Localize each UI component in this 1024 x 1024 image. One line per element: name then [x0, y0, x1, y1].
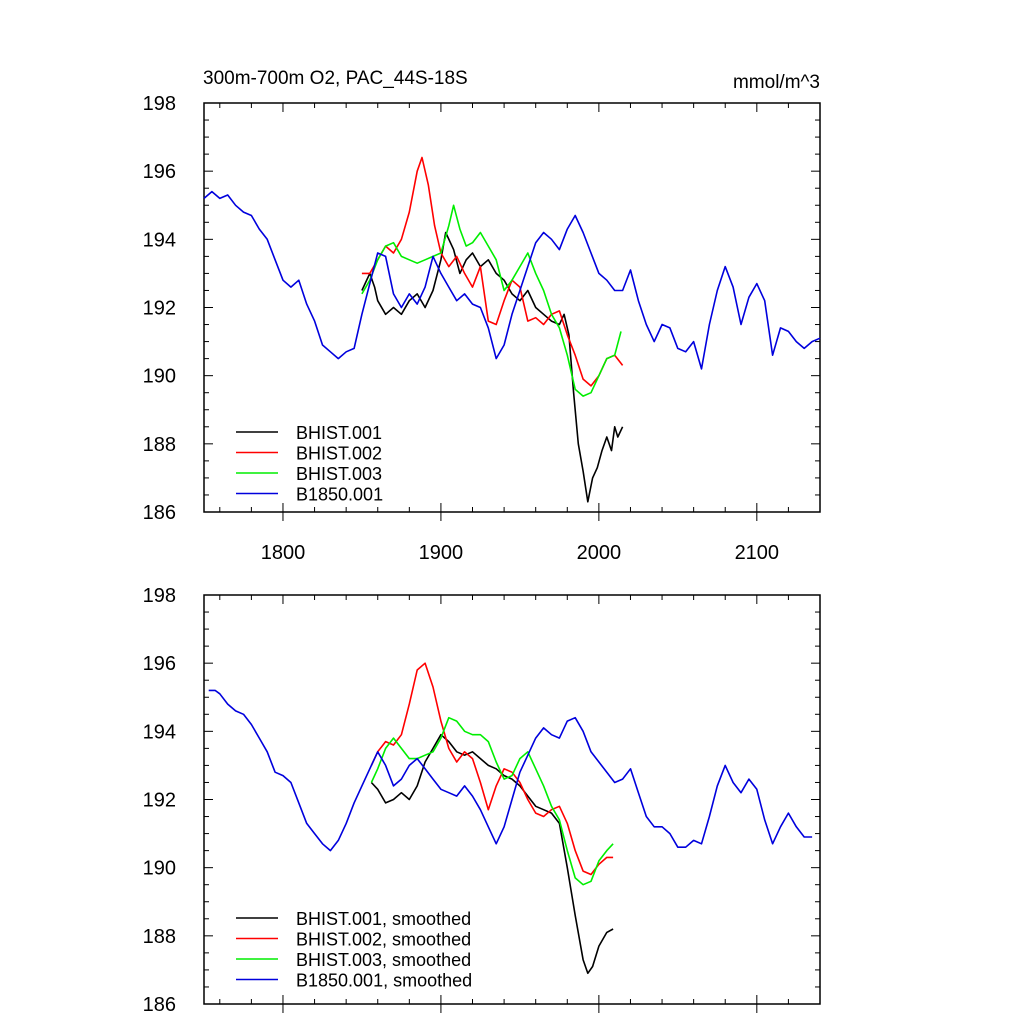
- legend-label: B1850.001, smoothed: [296, 971, 472, 991]
- top-panel: 300m-700m O2, PAC_44S-18S mmol/m^3 18618…: [143, 68, 821, 564]
- y-tick-label: 196: [143, 161, 176, 183]
- series-line: [370, 733, 614, 975]
- units-label: mmol/m^3: [733, 72, 820, 93]
- y-tick-label: 194: [143, 229, 176, 251]
- y-tick-label: 188: [143, 926, 176, 948]
- legend-label: BHIST.002: [296, 444, 382, 464]
- series-line: [361, 204, 622, 397]
- legend-label: BHIST.002, smoothed: [296, 930, 471, 950]
- y-tick-label: 192: [143, 790, 176, 812]
- y-tick-label: 196: [143, 653, 176, 675]
- y-tick-label: 188: [143, 434, 176, 456]
- series-line: [203, 190, 821, 370]
- axis-ticks: 186 188 190 192 194 196 198 1800 1900 2000 2100: [143, 93, 821, 564]
- y-tick-label: 190: [143, 858, 176, 880]
- series-line: [208, 689, 813, 852]
- series-lines: [203, 156, 821, 503]
- y-tick-label: 190: [143, 366, 176, 388]
- series-line: [361, 231, 624, 503]
- legend-label: BHIST.001: [296, 423, 382, 443]
- axis-ticks: 186 188 190 192 194 196 198: [143, 585, 821, 1016]
- x-tick-label: 1900: [419, 542, 464, 564]
- x-tick-label: 2100: [735, 542, 780, 564]
- chart-title: 300m-700m O2, PAC_44S-18S: [203, 68, 468, 89]
- series-lines: [208, 662, 813, 975]
- x-tick-label: 1800: [261, 542, 306, 564]
- series-line: [361, 156, 624, 387]
- legend-label: BHIST.003: [296, 464, 382, 484]
- series-line: [370, 662, 614, 876]
- y-tick-label: 192: [143, 298, 176, 320]
- y-tick-label: 186: [143, 502, 176, 524]
- legend-label: B1850.001: [296, 485, 383, 505]
- y-tick-label: 186: [143, 994, 176, 1016]
- bottom-panel: 186 188 190 192 194 196 198 BHIST.001, smoothe…: [143, 585, 821, 1016]
- legend-label: BHIST.003, smoothed: [296, 950, 471, 970]
- y-tick-label: 198: [143, 93, 176, 115]
- x-tick-label: 2000: [577, 542, 622, 564]
- y-tick-label: 194: [143, 721, 176, 743]
- legend-label: BHIST.001, smoothed: [296, 909, 471, 929]
- y-tick-label: 198: [143, 585, 176, 607]
- series-line: [370, 716, 614, 886]
